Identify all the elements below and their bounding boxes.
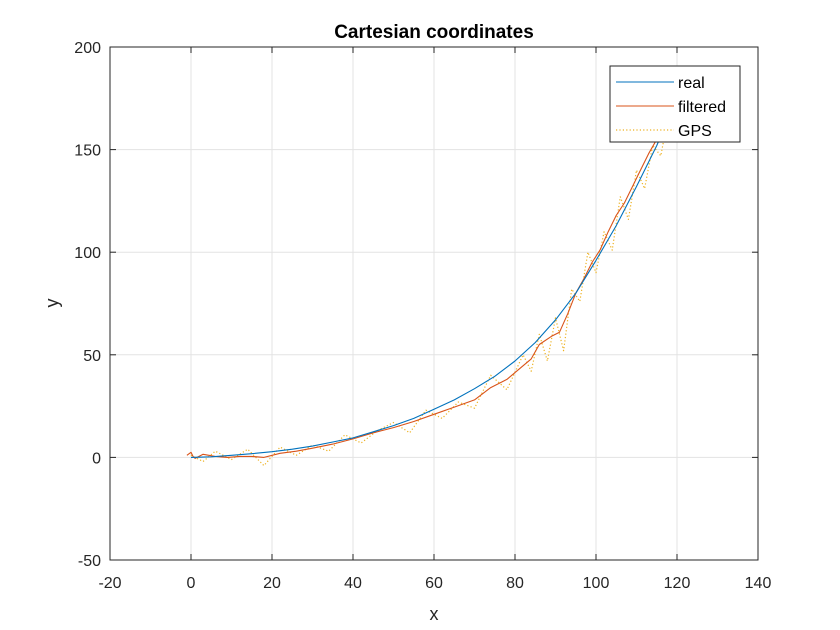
x-tick-label: 120 [664, 575, 691, 592]
x-tick-label: -20 [98, 575, 121, 592]
x-tick-label: 0 [187, 575, 196, 592]
legend-box [609, 65, 741, 143]
x-tick-label: 100 [583, 575, 610, 592]
y-tick-label: 0 [92, 450, 101, 467]
y-tick-label: 200 [74, 40, 101, 57]
x-tick-label: 40 [344, 575, 362, 592]
y-tick-label: 150 [74, 143, 101, 160]
y-axis-label: y [42, 299, 62, 308]
y-tick-label: 50 [83, 348, 101, 365]
series-line-filtered [186, 139, 658, 459]
legend-label-real: real [678, 75, 705, 92]
y-tick-label: -50 [78, 553, 101, 570]
chart-title: Cartesian coordinates [334, 22, 534, 43]
x-tick-label: 80 [506, 575, 524, 592]
x-tick-label: 60 [425, 575, 443, 592]
x-axis-label: x [430, 604, 439, 624]
x-tick-label: 20 [263, 575, 281, 592]
y-tick-label: 100 [74, 245, 101, 262]
legend: real filtered GPS [609, 65, 741, 143]
x-tick-label: 140 [745, 575, 772, 592]
legend-label-gps: GPS [678, 123, 712, 140]
series-line-gps [190, 75, 694, 467]
series-line-real [190, 98, 678, 458]
legend-label-filtered: filtered [678, 99, 726, 116]
